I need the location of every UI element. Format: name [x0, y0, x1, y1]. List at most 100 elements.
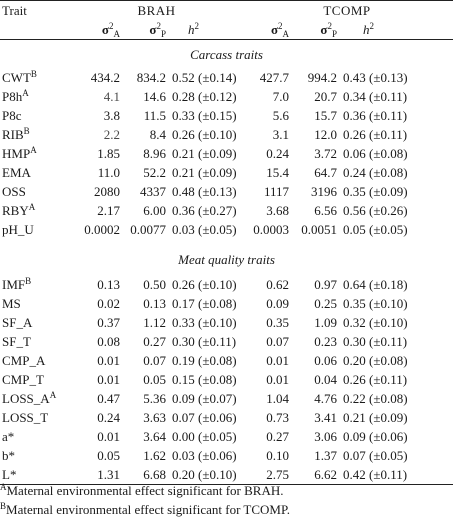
tcomp-sigma-p-cell: 3.06	[314, 429, 338, 444]
table-row: CMP_A 0.01 0.07 0.19 (±0.08) 0.01 0.06 0.20 (±…	[0, 351, 453, 370]
brah-sigma-p-cell: 4337	[140, 184, 166, 199]
brah-h2-cell: 0.00 (±0.05)	[172, 429, 237, 444]
tcomp-h2-cell: 0.56 (±0.26)	[343, 203, 408, 218]
trait-cell: P8c	[0, 106, 72, 125]
brah-sigma-a-cell: 0.05	[97, 448, 120, 463]
brah-sigma-a-cell: 0.01	[97, 353, 120, 368]
trait-name: a*	[2, 429, 15, 444]
table-row: HMPA 1.85 8.96 0.21 (±0.09) 0.24 3.72 0.06 (±0…	[0, 144, 453, 163]
trait-cell: a*	[0, 427, 72, 446]
tcomp-sigma-a-cell: 0.01	[266, 353, 290, 368]
brah-sigma-p-cell: 0.07	[143, 353, 166, 368]
tcomp-sigma-a-cell: 0.10	[266, 448, 290, 463]
trait-column-header: Trait	[2, 3, 27, 18]
section-title: Meat quality traits	[178, 252, 275, 267]
brah-h2-cell: 0.26 (±0.10)	[172, 127, 237, 142]
brah-sigma-a-cell: 4.1	[103, 89, 120, 104]
tcomp-h2-cell: 0.35 (±0.09)	[343, 184, 408, 199]
footnote-marker: B	[30, 69, 37, 79]
trait-name: CWT	[2, 70, 31, 85]
brah-sigma-p-cell: 0.13	[143, 296, 166, 311]
tcomp-sigma-a-cell: 0.01	[266, 372, 290, 387]
tcomp-h2-cell: 0.21 (±0.09)	[343, 410, 408, 425]
brah-sigma-p-cell: 0.05	[143, 372, 166, 387]
trait-name: P8c	[2, 108, 22, 123]
brah-sigma-p-cell: 6.00	[143, 203, 166, 218]
table-row: SF_T 0.08 0.27 0.30 (±0.11) 0.07 0.23 0.30 (±0…	[0, 332, 453, 351]
brah-h2-header: h2	[188, 21, 199, 38]
trait-name: CMP_A	[2, 353, 46, 368]
brah-sigma-p-cell: 834.2	[136, 70, 166, 85]
tcomp-sigma-p-cell: 64.7	[314, 165, 338, 180]
tcomp-sigma-a-cell: 5.6	[272, 108, 290, 123]
trait-cell: EMA	[0, 163, 72, 182]
tcomp-sigma-p-cell: 0.06	[314, 353, 338, 368]
trait-cell: CWTB	[0, 68, 72, 87]
trait-cell: LOSS_AA	[0, 389, 72, 408]
footnote-marker: A	[28, 202, 36, 212]
brah-h2-cell: 0.30 (±0.11)	[172, 334, 237, 349]
brah-sigma-a-cell: 2.2	[103, 127, 120, 142]
trait-name: LOSS_T	[2, 410, 49, 425]
trait-cell: CMP_T	[0, 370, 72, 389]
trait-cell: HMPA	[0, 144, 72, 163]
tcomp-h2-cell: 0.06 (±0.08)	[343, 146, 408, 161]
tcomp-sigma-a-cell: 1117	[263, 184, 290, 199]
brah-sigma-a-cell: 0.0002	[84, 222, 120, 237]
group-tcomp-label: TCOMP	[323, 3, 371, 18]
tcomp-sigma-a-cell: 15.4	[266, 165, 290, 180]
brah-sigma-a-cell: 3.8	[103, 108, 120, 123]
group-brah-label: BRAH	[137, 3, 176, 18]
tcomp-sigma-p-cell: 3.41	[314, 410, 338, 425]
brah-sigma-p-cell: 0.50	[143, 277, 166, 292]
brah-h2-cell: 0.07 (±0.06)	[172, 410, 237, 425]
trait-cell: SF_T	[0, 332, 72, 351]
header-row-params: σ2A σ2P h2 σ2A σ2P h2	[0, 20, 453, 40]
footnote-marker: B	[23, 126, 30, 136]
brah-h2-cell: 0.33 (±0.10)	[172, 315, 237, 330]
brah-sigma-p-cell: 3.63	[143, 410, 166, 425]
trait-cell: SF_A	[0, 313, 72, 332]
brah-sigma-a-cell: 434.2	[90, 70, 120, 85]
tcomp-sigma-a-cell: 0.62	[266, 277, 290, 292]
brah-h2-cell: 0.21 (±0.09)	[172, 165, 237, 180]
tcomp-sigma-p-cell: 15.7	[314, 108, 338, 123]
tcomp-sigma-a-cell: 0.35	[266, 315, 290, 330]
brah-sigma-p-cell: 1.62	[143, 448, 166, 463]
brah-sigma-a-cell: 0.01	[97, 372, 120, 387]
tcomp-h2-cell: 0.34 (±0.11)	[343, 89, 408, 104]
brah-h2-cell: 0.03 (±0.05)	[172, 222, 237, 237]
trait-name: P8h	[2, 89, 23, 104]
trait-cell: pH_U	[0, 220, 72, 239]
brah-sigma-a-cell: 2080	[94, 184, 120, 199]
tcomp-h2-cell: 0.30 (±0.11)	[343, 334, 408, 349]
tcomp-sigma-a-cell: 0.73	[266, 410, 290, 425]
footnote: AMaternal environmental effect significa…	[0, 482, 284, 500]
tcomp-sigma-p-cell: 1.37	[314, 448, 338, 463]
trait-cell: L*	[0, 465, 72, 485]
tcomp-sigma-a-cell: 0.24	[266, 146, 290, 161]
tcomp-sigma-p-cell: 4.76	[314, 391, 338, 406]
brah-h2-cell: 0.28 (±0.12)	[172, 89, 237, 104]
brah-sigma-a-header: σ2A	[101, 21, 120, 39]
trait-name: SF_A	[2, 315, 33, 330]
footnote: BMaternal environmental effect significa…	[0, 501, 290, 519]
tcomp-h2-cell: 0.42 (±0.11)	[343, 467, 408, 482]
tcomp-h2-cell: 0.35 (±0.10)	[343, 296, 408, 311]
trait-name: SF_T	[2, 334, 31, 349]
brah-sigma-a-cell: 2.17	[97, 203, 120, 218]
tcomp-sigma-a-cell: 2.75	[266, 467, 290, 482]
table-row: a* 0.01 3.64 0.00 (±0.05) 0.27 3.06 0.09 (±0.0…	[0, 427, 453, 446]
tcomp-h2-cell: 0.43 (±0.13)	[343, 70, 408, 85]
tcomp-sigma-p-cell: 0.0051	[301, 222, 338, 237]
tcomp-h2-header: h2	[363, 21, 375, 38]
table-row: P8c 3.8 11.5 0.33 (±0.15) 5.6 15.7 0.36 (±0.11…	[0, 106, 453, 125]
brah-sigma-a-cell: 1.31	[97, 467, 120, 482]
section-title: Carcass traits	[190, 47, 263, 62]
brah-sigma-p-cell: 8.4	[149, 127, 166, 142]
tcomp-h2-cell: 0.07 (±0.05)	[343, 448, 408, 463]
brah-h2-cell: 0.17 (±0.08)	[172, 296, 237, 311]
tcomp-sigma-p-cell: 994.2	[307, 70, 338, 85]
trait-cell: RBYA	[0, 201, 72, 220]
